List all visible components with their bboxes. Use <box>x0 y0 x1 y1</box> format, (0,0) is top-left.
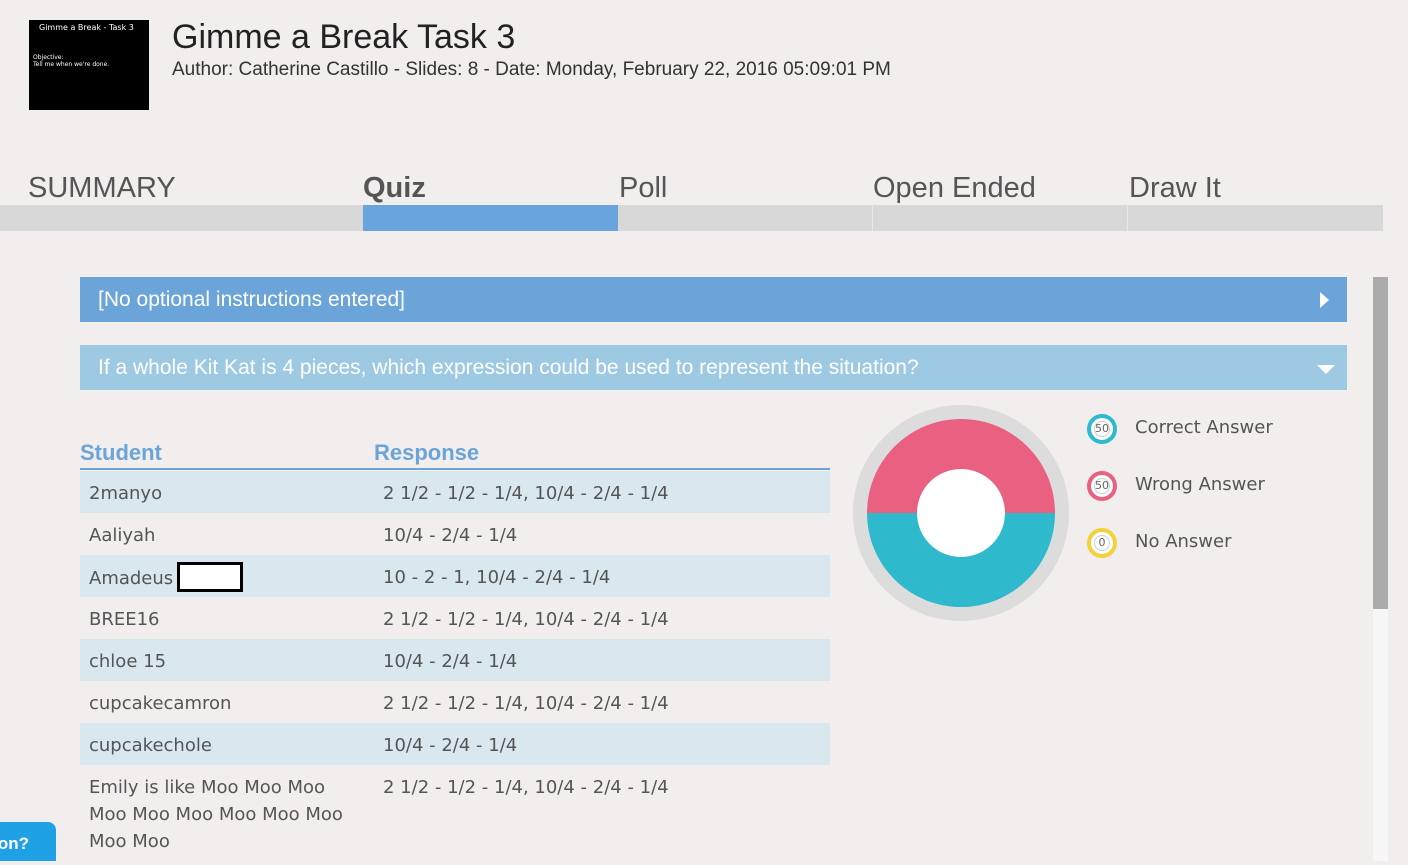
no-answer-count-badge: 0 <box>1087 528 1117 558</box>
header-divider <box>80 468 830 470</box>
donut-hole <box>917 469 1005 557</box>
scrollbar-thumb[interactable] <box>1373 277 1388 609</box>
tab-poll[interactable]: Poll <box>619 172 668 204</box>
student-name: 2manyo <box>89 483 163 504</box>
student-response: 10/4 - 2/4 - 1/4 <box>383 525 518 546</box>
active-tab-indicator <box>363 205 618 231</box>
lesson-meta: Author: Catherine Castillo - Slides: 8 -… <box>172 59 891 80</box>
tab-draw-it[interactable]: Draw It <box>1129 172 1221 204</box>
table-row: chloe 15 10/4 - 2/4 - 1/4 <box>80 639 830 681</box>
student-name: BREE16 <box>89 609 160 630</box>
student-response: 10/4 - 2/4 - 1/4 <box>383 735 518 756</box>
table-row: cupcakechole 10/4 - 2/4 - 1/4 <box>80 723 830 765</box>
student-response: 2 1/2 - 1/2 - 1/4, 10/4 - 2/4 - 1/4 <box>383 777 669 798</box>
wrong-count-badge: 50 <box>1087 471 1117 501</box>
results-donut-chart <box>853 405 1069 621</box>
student-name: cupcakecamron <box>89 693 232 714</box>
collapse-arrow-icon[interactable] <box>1317 365 1335 374</box>
student-response: 2 1/2 - 1/2 - 1/4, 10/4 - 2/4 - 1/4 <box>383 693 669 714</box>
tab-divider <box>1127 205 1128 231</box>
table-row: BREE16 2 1/2 - 1/2 - 1/4, 10/4 - 2/4 - 1… <box>80 597 830 639</box>
student-response: 2 1/2 - 1/2 - 1/4, 10/4 - 2/4 - 1/4 <box>383 483 669 504</box>
question-text: If a whole Kit Kat is 4 pieces, which ex… <box>98 355 919 379</box>
thumbnail-objective: Objective: Tell me when we're done. <box>33 54 109 68</box>
expand-arrow-icon[interactable] <box>1320 292 1329 308</box>
table-row: Amadeus 10 - 2 - 1, 10/4 - 2/4 - 1/4 <box>80 555 830 597</box>
instructions-bar[interactable]: [No optional instructions entered] <box>80 277 1347 322</box>
thumbnail-objective-text: Tell me when we're done. <box>33 61 110 68</box>
student-name: Emily is like Moo Moo Moo Moo Moo Moo Mo… <box>89 777 343 852</box>
donut-slice-wrong-answer <box>867 419 1055 513</box>
table-row: cupcakecamron 2 1/2 - 1/2 - 1/4, 10/4 - … <box>80 681 830 723</box>
page-title: Gimme a Break Task 3 <box>172 18 516 56</box>
legend-label: Correct Answer <box>1135 417 1273 438</box>
redacted-box <box>177 562 244 592</box>
table-row: Aaliyah 10/4 - 2/4 - 1/4 <box>80 513 830 555</box>
response-column-header: Response <box>374 440 480 465</box>
student-name-cell: Amadeus <box>89 562 349 594</box>
student-name: chloe 15 <box>89 651 167 672</box>
presentation-thumbnail: Gimme a Break - Task 3 Objective: Tell m… <box>29 20 149 110</box>
student-column-header: Student <box>80 440 162 465</box>
student-response: 10 - 2 - 1, 10/4 - 2/4 - 1/4 <box>383 567 611 588</box>
tab-quiz[interactable]: Quiz <box>363 172 426 204</box>
tab-divider <box>872 205 873 231</box>
help-button-label: on? <box>0 834 29 853</box>
legend-label: Wrong Answer <box>1135 474 1265 495</box>
help-button[interactable]: on? <box>0 822 56 861</box>
legend-label: No Answer <box>1135 531 1232 552</box>
student-name: Aaliyah <box>89 525 156 546</box>
question-bar[interactable]: If a whole Kit Kat is 4 pieces, which ex… <box>80 345 1347 390</box>
tab-open-ended[interactable]: Open Ended <box>873 172 1036 204</box>
thumbnail-objective-label: Objective: <box>33 54 64 61</box>
tab-bar <box>0 205 1383 231</box>
thumbnail-title: Gimme a Break - Task 3 <box>39 23 134 32</box>
table-row: 2manyo 2 1/2 - 1/2 - 1/4, 10/4 - 2/4 - 1… <box>80 471 830 513</box>
student-name: Amadeus <box>89 568 174 589</box>
instructions-text: [No optional instructions entered] <box>98 287 406 311</box>
correct-count-badge: 50 <box>1087 414 1117 444</box>
student-response: 10/4 - 2/4 - 1/4 <box>383 651 518 672</box>
donut-slice-correct-answer <box>867 513 1055 607</box>
tab-summary[interactable]: SUMMARY <box>28 172 176 204</box>
responses-table: 2manyo 2 1/2 - 1/2 - 1/4, 10/4 - 2/4 - 1… <box>80 471 830 865</box>
table-row: Emily is like Moo Moo Moo Moo Moo Moo Mo… <box>80 765 830 865</box>
student-name: cupcakechole <box>89 735 212 756</box>
student-response: 2 1/2 - 1/2 - 1/4, 10/4 - 2/4 - 1/4 <box>383 609 669 630</box>
